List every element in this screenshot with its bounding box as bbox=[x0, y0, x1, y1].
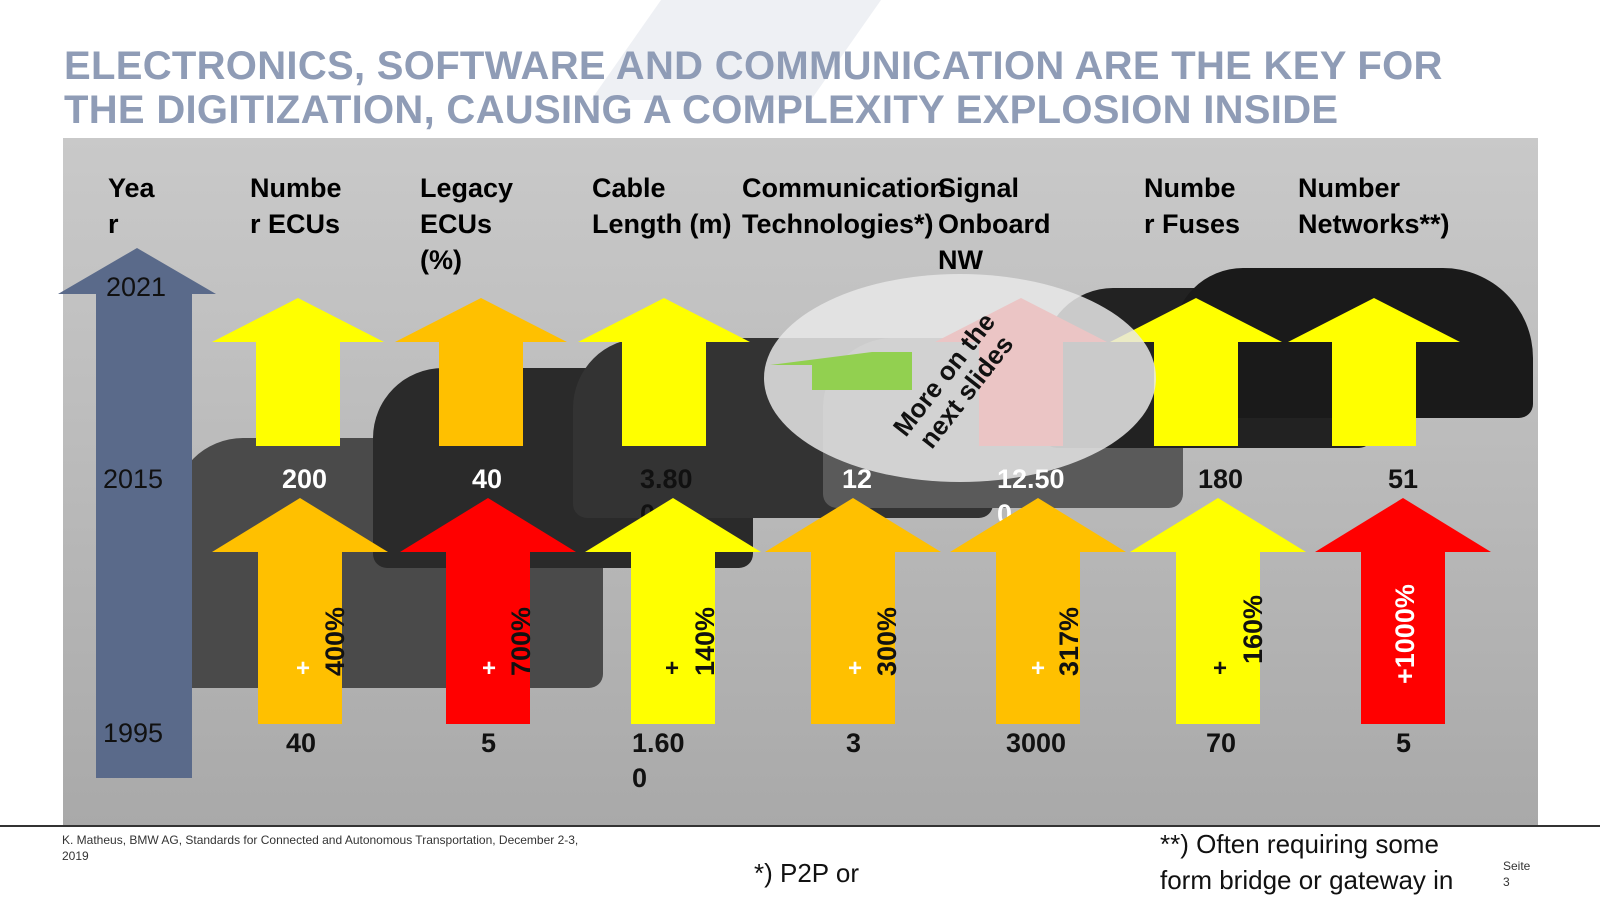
lower-arrow-networks-icon bbox=[1315, 498, 1491, 724]
growth-pct-networks: +1000% bbox=[1390, 584, 1420, 684]
growth-pct-legacy: 700% bbox=[506, 606, 536, 676]
footer-note-p2p: *) P2P or bbox=[754, 858, 860, 888]
growth-plus-signal: + bbox=[1031, 655, 1046, 682]
upper-arrow-networks-icon bbox=[1288, 298, 1460, 446]
lower-arrow-fuses-icon bbox=[1130, 498, 1306, 724]
header-fuses: Numbe r Fuses bbox=[1144, 173, 1241, 239]
upper-arrow-fuses-icon bbox=[1110, 298, 1282, 446]
value-1995-signal: 3000 bbox=[1006, 728, 1067, 758]
header-networks: Number Networks**) bbox=[1298, 173, 1450, 239]
value-1995-cable: 1.60 0 bbox=[632, 728, 685, 793]
slide-title: ELECTRONICS, SOFTWARE AND COMMUNICATION … bbox=[64, 44, 1443, 176]
header-cable: Cable Length (m) bbox=[592, 173, 732, 239]
upper-arrow-legacy-icon bbox=[395, 298, 567, 446]
time-axis-arrow-icon bbox=[58, 248, 216, 778]
lower-arrow-legacy-icon bbox=[400, 498, 576, 724]
header-signal: Signal Onboard NW bbox=[938, 173, 1051, 275]
year-2015: 2015 bbox=[103, 464, 164, 494]
value-2015-signal: 12.50 0 bbox=[997, 464, 1065, 529]
upper-arrow-ecus-icon bbox=[212, 298, 384, 446]
growth-pct-cable: 140% bbox=[690, 606, 720, 676]
value-2015-legacy: 40 bbox=[472, 464, 503, 494]
growth-pct-fuses: 160% bbox=[1238, 594, 1268, 664]
growth-plus-cable: + bbox=[665, 655, 680, 682]
footer-note-bridge: **) Often requiring some form bridge or … bbox=[1160, 829, 1454, 895]
lower-arrow-cable-icon bbox=[585, 498, 761, 724]
value-2015-networks: 51 bbox=[1388, 464, 1419, 494]
upper-arrow-cable-icon bbox=[578, 298, 750, 446]
value-1995-ecus: 40 bbox=[286, 728, 317, 758]
year-1995: 1995 bbox=[103, 718, 164, 748]
lower-arrow-comm-icon bbox=[765, 498, 941, 724]
header-ecus: Numbe r ECUs bbox=[250, 173, 342, 239]
lower-arrow-signal-icon bbox=[950, 498, 1126, 724]
header-comm: Communication Technologies*) bbox=[742, 173, 947, 239]
footer-divider bbox=[0, 825, 1600, 827]
value-1995-legacy: 5 bbox=[481, 728, 497, 758]
header-legacy: Legacy ECUs (%) bbox=[420, 173, 514, 275]
callout-ellipse bbox=[762, 272, 1158, 484]
page-label: Seite bbox=[1503, 859, 1531, 873]
page-number: Seite 3 bbox=[1503, 858, 1530, 890]
header-year: Yea r bbox=[108, 173, 155, 239]
growth-plus-fuses: + bbox=[1213, 655, 1228, 682]
growth-plus-legacy: + bbox=[482, 655, 497, 682]
growth-pct-comm: 300% bbox=[872, 606, 902, 676]
value-1995-fuses: 70 bbox=[1206, 728, 1237, 758]
lower-arrow-ecus-icon bbox=[212, 498, 388, 724]
value-2015-comm: 12 bbox=[842, 464, 873, 494]
growth-plus-comm: + bbox=[848, 655, 863, 682]
value-1995-networks: 5 bbox=[1396, 728, 1412, 758]
growth-plus-ecus: + bbox=[296, 655, 311, 682]
growth-pct-ecus: 400% bbox=[320, 606, 350, 676]
value-1995-comm: 3 bbox=[846, 728, 862, 758]
footer-author: K. Matheus, BMW AG, Standards for Connec… bbox=[62, 833, 579, 863]
value-2015-ecus: 200 bbox=[282, 464, 328, 494]
growth-pct-signal: 317% bbox=[1054, 606, 1084, 676]
year-2021: 2021 bbox=[106, 272, 167, 302]
page-number-value: 3 bbox=[1503, 875, 1510, 889]
value-2015-fuses: 180 bbox=[1198, 464, 1244, 494]
